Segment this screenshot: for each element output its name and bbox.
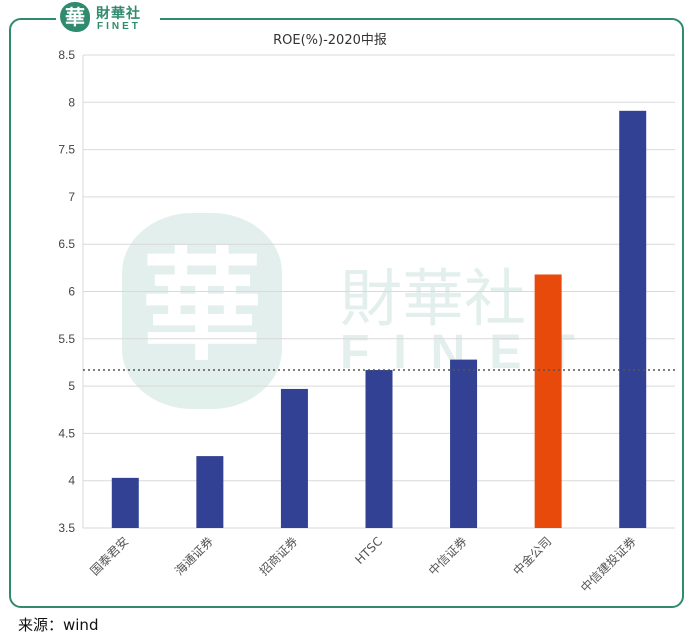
x-tick-label: 中信建投证券 [577,534,639,596]
logo-emblem-icon: 華 [60,2,90,32]
bar [365,370,393,528]
y-tick-label: 5.5 [58,332,75,346]
x-axis-ticks: 国泰君安 海通证券 招商证券 HTSC 中信证券 中金公司 中信建投证券 [87,534,639,596]
watermark-cn-text: 財華社 [340,262,526,335]
watermark-emblem-bg [122,213,282,409]
x-tick-label: HTSC [352,534,385,567]
y-tick-label: 8 [68,95,75,109]
x-tick-label: 海通证券 [171,534,216,579]
y-tick-label: 5 [68,379,75,393]
y-tick-label: 4.5 [58,426,75,440]
bar [111,477,139,528]
logo-en-text: FINET [97,21,141,32]
watermark: 華 財華社 FINET [122,213,575,409]
y-axis-ticks: 3.5 4 4.5 5 5.5 6 6.5 7 7.5 8 8.5 [58,48,75,535]
y-tick-label: 3.5 [58,521,75,535]
y-tick-label: 7.5 [58,143,75,157]
x-tick-label: 中金公司 [510,534,555,579]
bar [280,388,308,528]
chart-title: ROE(%)-2020中报 [273,33,387,48]
source-note: 来源：wind [18,616,99,634]
y-tick-label: 6.5 [58,237,75,251]
bar [450,359,478,528]
watermark-emblem: 華 [142,236,262,377]
y-tick-label: 6 [68,285,75,299]
y-tick-label: 4 [68,474,75,488]
x-tick-label: 国泰君安 [87,534,132,579]
finet-logo: 華 財華社 FINET [56,0,160,38]
bar [619,110,647,529]
x-tick-label: 招商证券 [256,534,301,579]
x-tick-label: 中信证券 [425,534,470,579]
bar [196,456,224,528]
y-tick-label: 7 [68,190,75,204]
bars [111,110,647,529]
y-tick-label: 8.5 [58,48,75,62]
logo-cn-text: 財華社 [96,6,141,22]
bar [534,274,562,528]
